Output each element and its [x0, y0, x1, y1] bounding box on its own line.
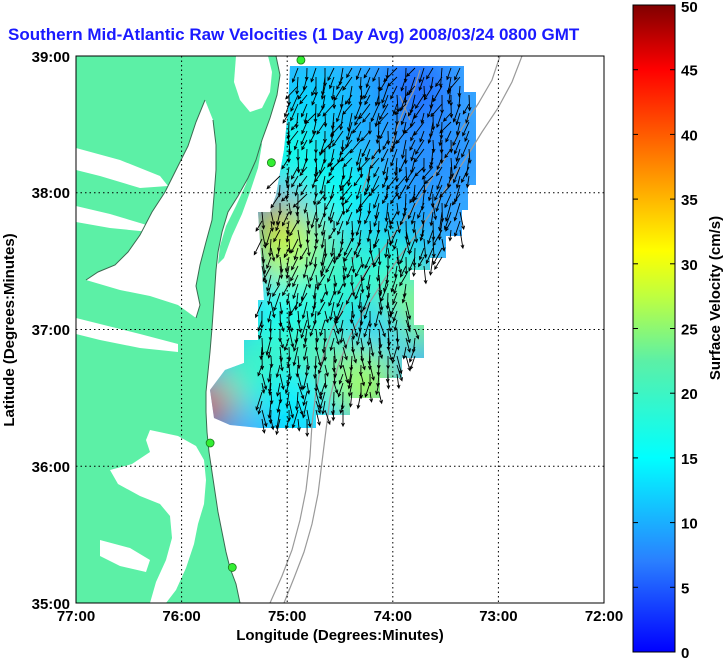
- colorbar-tick-label: 0: [681, 645, 689, 659]
- y-tick-label: 36:00: [32, 459, 70, 476]
- chart-title: Southern Mid-Atlantic Raw Velocities (1 …: [8, 25, 580, 44]
- y-tick-labels: 35:00 36:00 37:00 38:00 39:00: [32, 49, 70, 613]
- x-tick-label: 77:00: [57, 608, 95, 625]
- colorbar-tick-label: 45: [681, 63, 698, 80]
- colorbar-tick-label: 50: [681, 0, 698, 16]
- colorbar-ticks: [633, 4, 675, 653]
- grid-lines: [76, 56, 604, 603]
- y-axis-label: Latitude (Degrees:Minutes): [1, 233, 18, 426]
- x-tick-label: 72:00: [585, 608, 623, 625]
- colorbar-tick-label: 20: [681, 386, 698, 403]
- velocity-vectors: [253, 67, 472, 438]
- colorbar: 0 5 10 15 20 25 30 35 40 45 50 Surface V…: [632, 0, 724, 659]
- x-tick-label: 73:00: [479, 608, 517, 625]
- velocity-field-cell: [210, 382, 230, 427]
- x-tick-labels: 77:00 76:00 75:00 74:00 73:00 72:00: [57, 608, 623, 625]
- velocity-arrow: [253, 67, 472, 438]
- station-marker: [266, 158, 276, 168]
- x-tick-label: 74:00: [374, 608, 412, 625]
- colorbar-label: Surface Velocity (cm/s): [707, 216, 724, 380]
- colorbar-tick-label: 35: [681, 192, 698, 209]
- y-tick-label: 37:00: [32, 322, 70, 339]
- x-tick-label: 76:00: [162, 608, 200, 625]
- colorbar-tick-label: 15: [681, 451, 698, 468]
- station-marker: [227, 563, 237, 572]
- coastline: [85, 56, 281, 603]
- plot-frame: [75, 55, 605, 604]
- y-tick-label: 38:00: [32, 185, 70, 202]
- colorbar-tick-label: 25: [681, 322, 698, 339]
- y-tick-label: 39:00: [32, 49, 70, 66]
- colorbar-tick-label: 5: [681, 580, 689, 597]
- colorbar-gradient: [632, 4, 676, 653]
- colorbar-tick-label: 30: [681, 257, 698, 274]
- y-tick-label: 35:00: [32, 596, 70, 613]
- x-axis-label: Longitude (Degrees:Minutes): [236, 627, 444, 644]
- colorbar-tick-label: 10: [681, 516, 698, 533]
- x-tick-label: 75:00: [268, 608, 306, 625]
- velocity-field-cell: [302, 154, 378, 231]
- station-markers: [205, 56, 306, 572]
- colorbar-tick-label: 40: [681, 127, 698, 144]
- station-marker: [205, 438, 215, 448]
- station-marker: [296, 56, 306, 65]
